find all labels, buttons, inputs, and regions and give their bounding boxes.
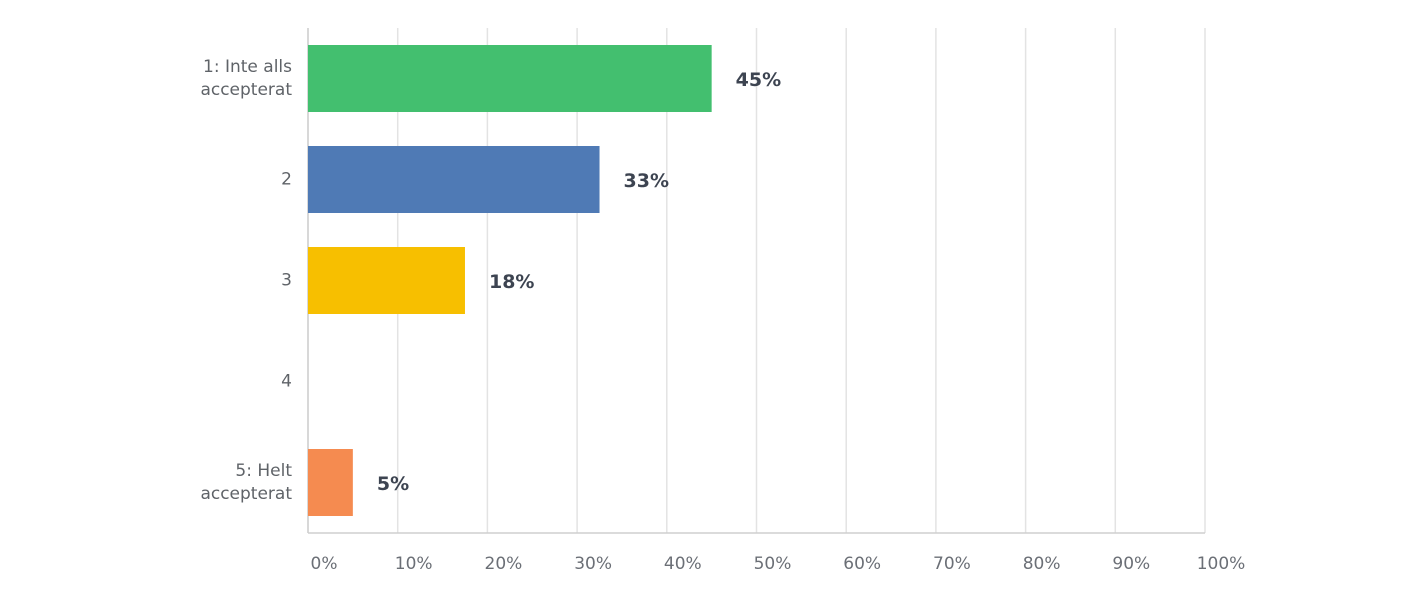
x-tick-label: 80% — [1023, 554, 1061, 574]
x-tick-label: 50% — [754, 554, 792, 574]
bar — [308, 449, 353, 516]
data-label: 45% — [736, 69, 781, 91]
data-label: 18% — [489, 271, 534, 293]
data-label: 5% — [377, 473, 409, 495]
data-label: 33% — [624, 170, 669, 192]
y-tick-label: 3 — [281, 270, 292, 290]
x-tick-label: 10% — [395, 554, 433, 574]
x-tick-label: 100% — [1197, 554, 1246, 574]
y-tick-label: 4 — [281, 371, 292, 391]
bar — [308, 45, 712, 112]
bar — [308, 247, 465, 314]
x-tick-label: 60% — [843, 554, 881, 574]
bar — [308, 146, 600, 213]
x-tick-label: 20% — [485, 554, 523, 574]
y-tick-label: 2 — [281, 169, 292, 189]
x-tick-label: 40% — [664, 554, 702, 574]
x-tick-label: 30% — [574, 554, 612, 574]
y-tick-label: 1: Inte alls accepterat — [200, 56, 292, 100]
y-tick-label: 5: Helt accepterat — [200, 460, 292, 504]
x-tick-label: 0% — [311, 554, 338, 574]
x-tick-label: 70% — [933, 554, 971, 574]
x-tick-label: 90% — [1112, 554, 1150, 574]
